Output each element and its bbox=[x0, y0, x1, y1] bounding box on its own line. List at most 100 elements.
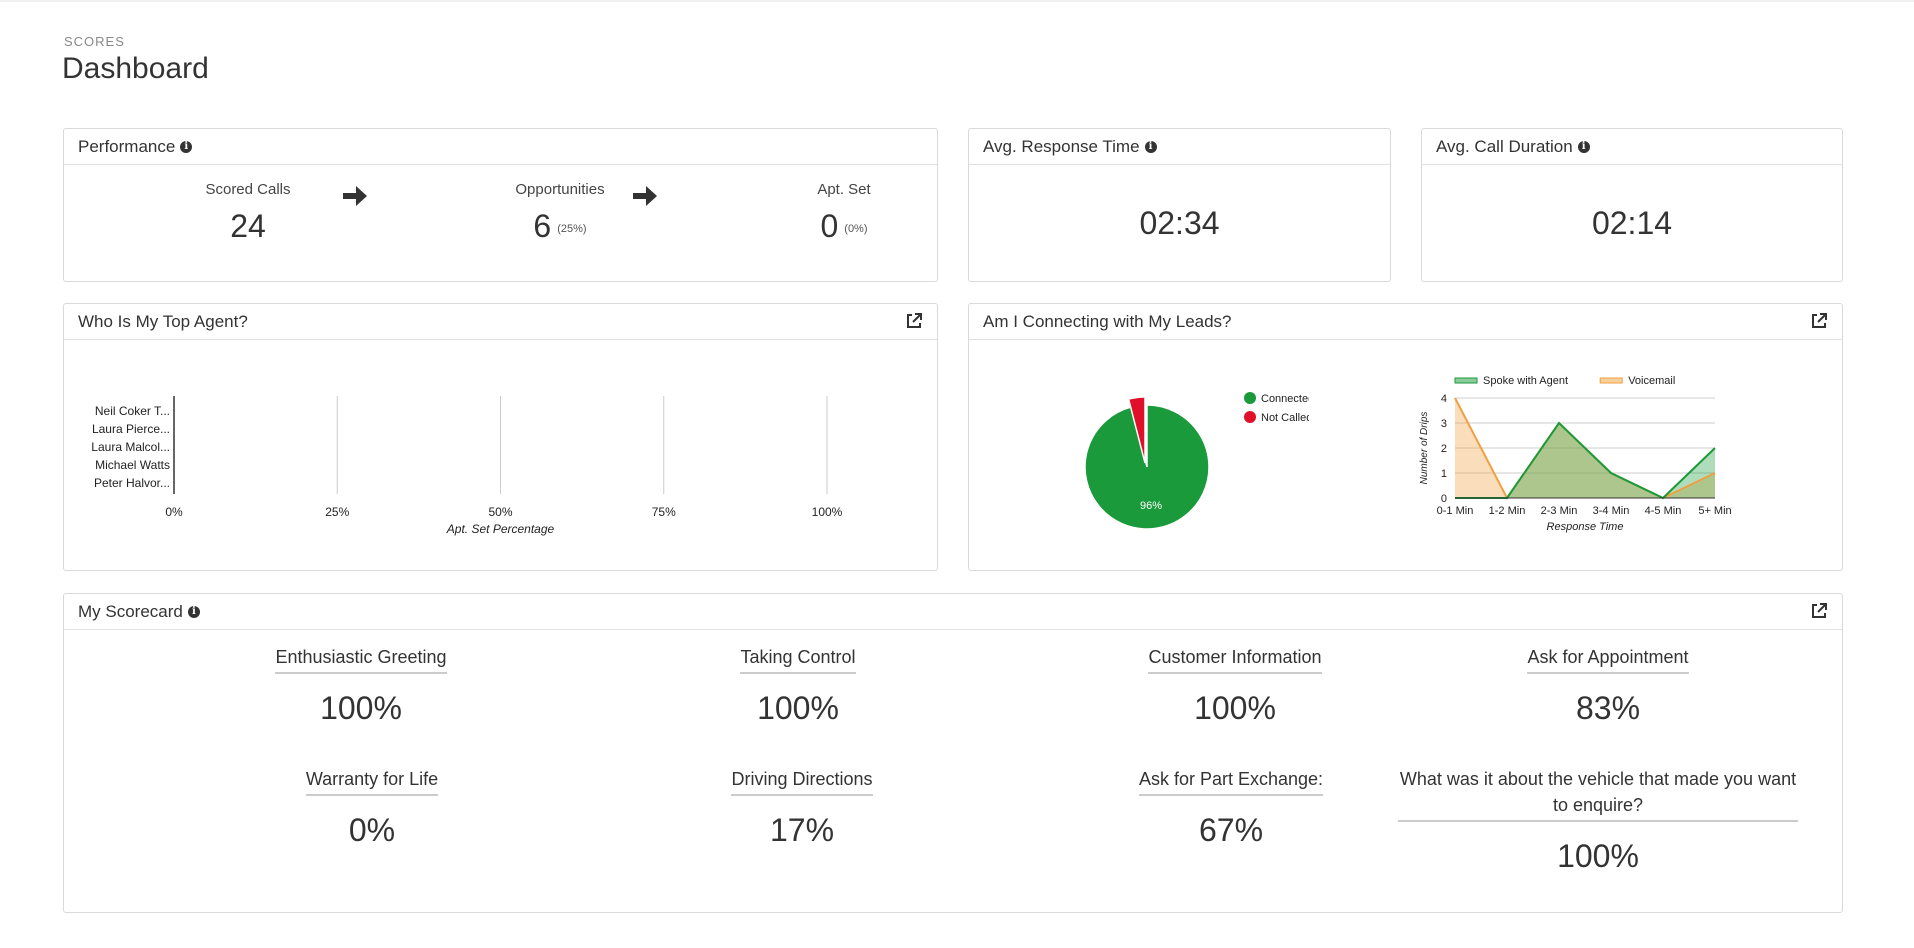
y-category-label: Laura Malcol... bbox=[91, 440, 170, 454]
page-title: Dashboard bbox=[62, 52, 209, 85]
scorecard-item-value: 67% bbox=[1198, 812, 1264, 848]
apt-set-metric: Apt. Set 0 (0%) bbox=[744, 181, 944, 245]
breadcrumb: SCORES bbox=[64, 34, 125, 49]
scored-calls-value: 24 bbox=[230, 208, 266, 244]
arrow-right-icon bbox=[633, 186, 657, 206]
scorecard-item-label: Ask for Part Exchange: bbox=[1138, 766, 1324, 796]
external-link-icon[interactable] bbox=[1810, 312, 1828, 330]
x-tick-label: 1-2 Min bbox=[1489, 505, 1526, 517]
scorecard-item-value: 83% bbox=[1575, 690, 1641, 726]
x-axis-title: Apt. Set Percentage bbox=[446, 522, 555, 536]
scorecard-item-label: Enthusiastic Greeting bbox=[275, 644, 447, 674]
scorecard-header: My Scorecard i bbox=[64, 594, 1842, 630]
x-tick-label: 2-3 Min bbox=[1541, 505, 1578, 517]
legend-swatch bbox=[1244, 392, 1256, 404]
response-time-header: Avg. Response Time i bbox=[969, 129, 1390, 165]
response-time-panel: Avg. Response Time i 02:34 bbox=[968, 128, 1391, 282]
x-tick-label: 4-5 Min bbox=[1645, 505, 1682, 517]
scorecard-item-label: Taking Control bbox=[740, 644, 856, 674]
pie-slice-label: 96% bbox=[1140, 500, 1162, 512]
scorecard-item: Customer Information 100% bbox=[1035, 644, 1435, 727]
legend-label: Connected bbox=[1261, 393, 1309, 405]
response-time-value: 02:34 bbox=[1139, 205, 1220, 241]
legend-swatch bbox=[1599, 377, 1623, 384]
y-category-label: Peter Halvor... bbox=[94, 476, 170, 490]
external-link-icon[interactable] bbox=[1810, 602, 1828, 620]
x-tick-label: 5+ Min bbox=[1698, 505, 1731, 517]
y-category-label: Laura Pierce... bbox=[92, 422, 170, 436]
legend-label: Not Called bbox=[1261, 412, 1309, 424]
response-time-title: Avg. Response Time bbox=[983, 136, 1140, 156]
top-border bbox=[0, 0, 1914, 2]
scorecard-item: Taking Control 100% bbox=[598, 644, 998, 727]
top-agent-panel: Who Is My Top Agent? 0% 25% 50% 75% 100% Neil… bbox=[63, 303, 938, 571]
external-link-icon[interactable] bbox=[905, 312, 923, 330]
scorecard-item-value: 100% bbox=[1194, 690, 1276, 726]
opportunities-value: 6 bbox=[533, 208, 552, 244]
scorecard-item-label: Ask for Appointment bbox=[1527, 644, 1689, 674]
opportunities-metric: Opportunities 6 (25%) bbox=[450, 181, 670, 245]
scored-calls-metric: Scored Calls 24 bbox=[148, 181, 348, 245]
scorecard-title: My Scorecard bbox=[78, 601, 183, 621]
opportunities-percent: (25%) bbox=[557, 222, 587, 235]
scorecard-item-value: 100% bbox=[757, 690, 839, 726]
y-category-label: Michael Watts bbox=[95, 458, 170, 472]
call-duration-panel: Avg. Call Duration i 02:14 bbox=[1421, 128, 1843, 282]
call-duration-value: 02:14 bbox=[1591, 205, 1673, 241]
leads-panel: Am I Connecting with My Leads? 96% Connec… bbox=[968, 303, 1843, 571]
y-axis-title: Number of Drips bbox=[1419, 412, 1430, 485]
info-icon[interactable]: i bbox=[180, 140, 193, 153]
scorecard-item-value: 100% bbox=[320, 690, 402, 726]
x-tick-label: 25% bbox=[325, 505, 349, 519]
leads-title: Am I Connecting with My Leads? bbox=[983, 311, 1232, 331]
connection-pie-chart: 96% Connected Not Called bbox=[1084, 392, 1309, 530]
call-duration-header: Avg. Call Duration i bbox=[1422, 129, 1842, 165]
scorecard-item-label: Customer Information bbox=[1148, 644, 1322, 674]
scorecard-item: Warranty for Life 0% bbox=[172, 766, 572, 849]
scorecard-item: Enthusiastic Greeting 100% bbox=[161, 644, 561, 727]
pie-slice bbox=[1084, 404, 1210, 530]
legend-swatch bbox=[1454, 377, 1478, 384]
leads-header: Am I Connecting with My Leads? bbox=[969, 304, 1842, 340]
top-agent-title: Who Is My Top Agent? bbox=[78, 311, 248, 331]
info-icon[interactable]: i bbox=[187, 605, 200, 618]
top-agent-chart: 0% 25% 50% 75% 100% Neil Coker T... Laura Pier… bbox=[91, 396, 843, 536]
scorecard-item: Ask for Part Exchange: 67% bbox=[1031, 766, 1431, 849]
scorecard-item: Driving Directions 17% bbox=[602, 766, 1002, 849]
x-tick-label: 0% bbox=[165, 505, 183, 519]
x-tick-label: 50% bbox=[488, 505, 512, 519]
pie-slice bbox=[1127, 396, 1146, 464]
performance-panel: Performance i Scored Calls 24 Opportunit… bbox=[63, 128, 938, 282]
apt-set-label: Apt. Set bbox=[817, 181, 871, 198]
legend-label: Spoke with Agent bbox=[1483, 375, 1568, 387]
x-tick-label: 3-4 Min bbox=[1593, 505, 1630, 517]
x-axis-title: Response Time bbox=[1547, 521, 1624, 533]
apt-set-value: 0 bbox=[820, 208, 839, 244]
x-tick-label: 75% bbox=[652, 505, 676, 519]
y-tick-label: 4 bbox=[1441, 393, 1447, 405]
performance-title: Performance bbox=[78, 136, 176, 156]
legend-swatch bbox=[1244, 411, 1256, 423]
y-tick-label: 2 bbox=[1441, 443, 1447, 455]
info-icon[interactable]: i bbox=[1577, 140, 1590, 153]
scorecard-item-label: Driving Directions bbox=[731, 766, 873, 796]
top-agent-header: Who Is My Top Agent? bbox=[64, 304, 937, 340]
y-category-label: Neil Coker T... bbox=[95, 404, 170, 418]
legend-label: Voicemail bbox=[1628, 375, 1675, 387]
arrow-right-icon bbox=[343, 186, 367, 206]
scorecard-item-label: What was it about the vehicle that made … bbox=[1398, 766, 1798, 822]
scorecard-item-value: 17% bbox=[769, 812, 835, 848]
scored-calls-label: Scored Calls bbox=[205, 181, 291, 198]
scorecard-item-label: Warranty for Life bbox=[305, 766, 439, 796]
scorecard-item-value: 100% bbox=[1557, 838, 1639, 874]
scorecard-item: Ask for Appointment 83% bbox=[1408, 644, 1808, 727]
call-duration-title: Avg. Call Duration bbox=[1436, 136, 1573, 156]
y-tick-label: 3 bbox=[1441, 418, 1447, 430]
scorecard-item-value: 0% bbox=[348, 812, 396, 848]
response-area-chart: 0 1 2 3 4 0-1 Min 1-2 Min 2-3 Min 3-4 Min 4-5 Min… bbox=[1419, 375, 1732, 533]
opportunities-label: Opportunities bbox=[515, 181, 605, 198]
info-icon[interactable]: i bbox=[1144, 140, 1157, 153]
y-tick-label: 1 bbox=[1441, 468, 1447, 480]
scorecard-panel: My Scorecard i Enthusiastic Greeting 100… bbox=[63, 593, 1843, 913]
x-tick-label: 100% bbox=[812, 505, 843, 519]
